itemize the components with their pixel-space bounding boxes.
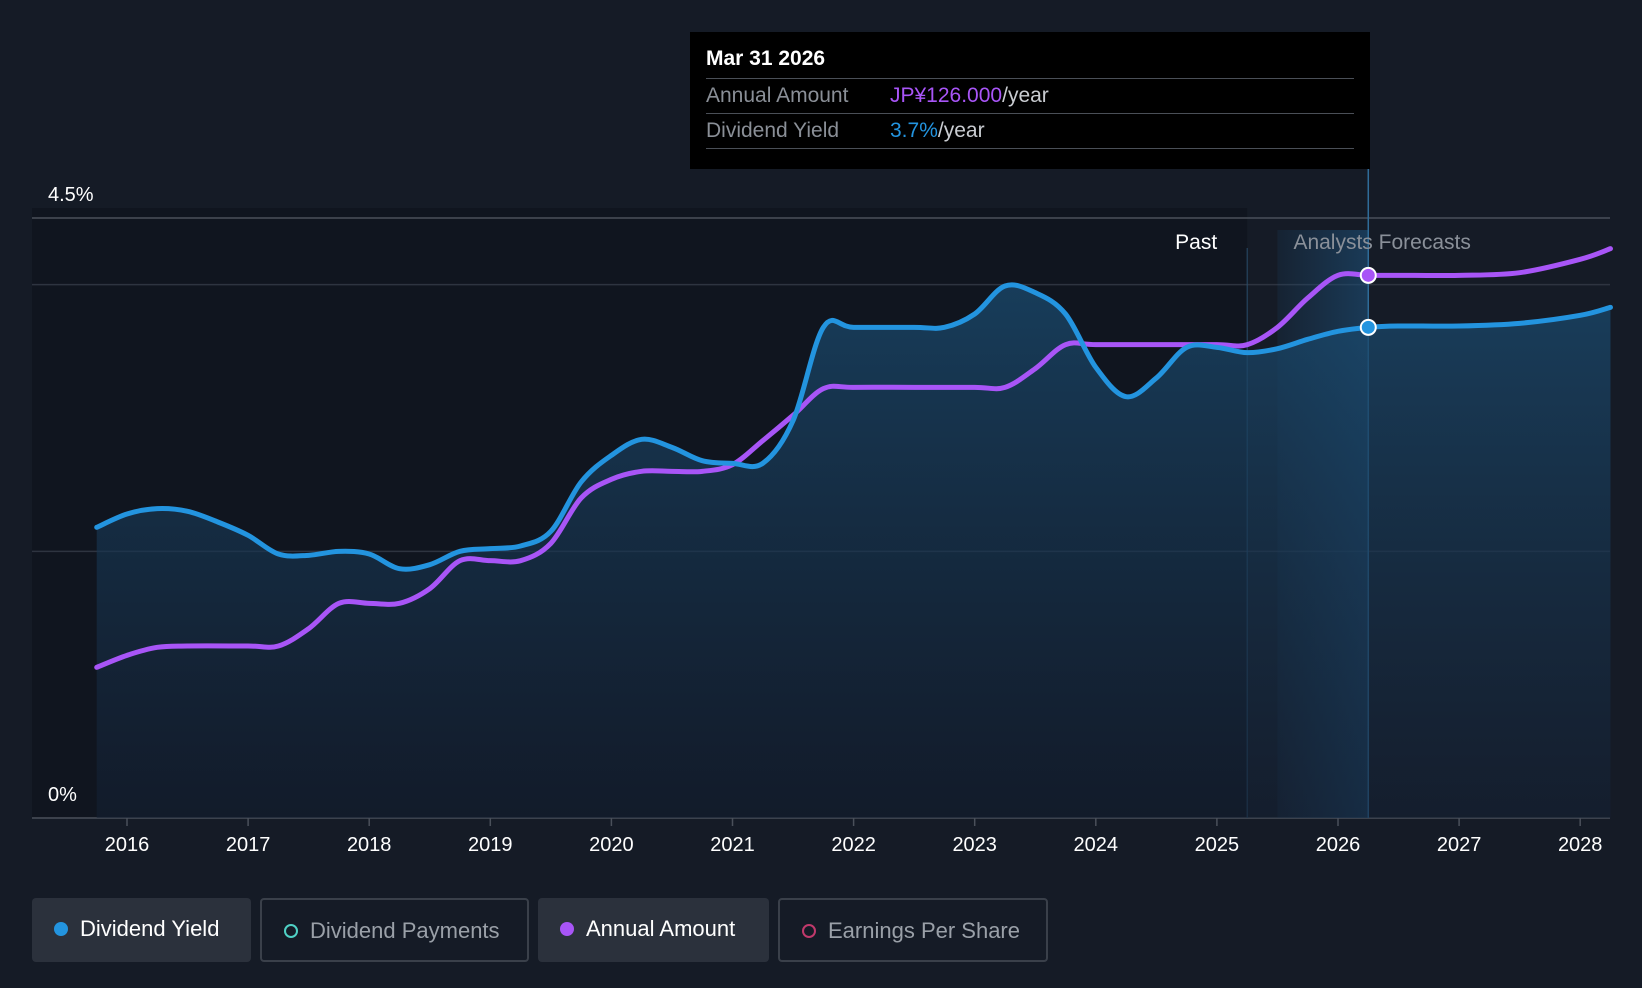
tooltip-row-dividend-yield: Dividend Yield 3.7%/year bbox=[706, 114, 1354, 149]
tooltip: Mar 31 2026 Annual Amount JP¥126.000/year… bbox=[690, 32, 1370, 169]
tooltip-suffix: /year bbox=[937, 119, 985, 142]
y-tick-label: 0% bbox=[48, 784, 77, 806]
tooltip-value: JP¥126.000 bbox=[890, 84, 1003, 107]
x-tick-label: 2026 bbox=[1316, 834, 1361, 856]
x-tick-label: 2017 bbox=[226, 834, 271, 856]
tooltip-date: Mar 31 2026 bbox=[706, 44, 1354, 79]
tooltip-suffix: /year bbox=[1002, 84, 1049, 107]
series-line-dividend-yield bbox=[94, 282, 1613, 572]
highlight-marker bbox=[1359, 318, 1377, 336]
legend-dividend-yield[interactable]: Dividend Yield bbox=[32, 898, 251, 962]
past-label: Past bbox=[1175, 231, 1217, 254]
x-tick-label: 2027 bbox=[1437, 834, 1482, 856]
dividend-yield-area bbox=[96, 284, 1611, 818]
x-tick-label: 2019 bbox=[468, 834, 513, 856]
x-tick-label: 2016 bbox=[105, 834, 150, 856]
x-tick-label: 2021 bbox=[710, 834, 755, 856]
dot-icon bbox=[284, 923, 298, 938]
x-tick-label: 2025 bbox=[1195, 834, 1240, 856]
forecast-label: Analysts Forecasts bbox=[1293, 231, 1470, 254]
series-line-annual-amount bbox=[94, 246, 1613, 670]
tooltip-label: Dividend Yield bbox=[706, 119, 840, 142]
x-tick-label: 2024 bbox=[1074, 834, 1119, 856]
dot-icon bbox=[802, 923, 816, 938]
highlight-marker bbox=[1359, 266, 1377, 284]
legend-label: Earnings Per Share bbox=[828, 918, 1020, 943]
legend-annual-amount[interactable]: Annual Amount bbox=[538, 898, 769, 962]
legend-earnings-per-share[interactable]: Earnings Per Share bbox=[778, 898, 1048, 962]
x-tick-label: 2022 bbox=[831, 834, 876, 856]
legend-label: Annual Amount bbox=[586, 916, 736, 941]
tooltip-row-annual-amount: Annual Amount JP¥126.000/year bbox=[706, 79, 1354, 114]
legend-label: Dividend Payments bbox=[310, 918, 500, 943]
x-tick-label: 2020 bbox=[589, 834, 634, 856]
dot-icon bbox=[54, 921, 68, 936]
x-tick-label: 2018 bbox=[347, 834, 392, 856]
y-tick-label: 4.5% bbox=[48, 184, 94, 206]
x-tick-label: 2023 bbox=[952, 834, 997, 856]
tooltip-label: Annual Amount bbox=[706, 84, 849, 107]
tooltip-value: 3.7% bbox=[890, 119, 938, 142]
legend-dividend-payments[interactable]: Dividend Payments bbox=[260, 898, 529, 962]
dot-icon bbox=[560, 921, 574, 936]
legend-label: Dividend Yield bbox=[80, 916, 220, 941]
x-tick-label: 2028 bbox=[1558, 834, 1603, 856]
